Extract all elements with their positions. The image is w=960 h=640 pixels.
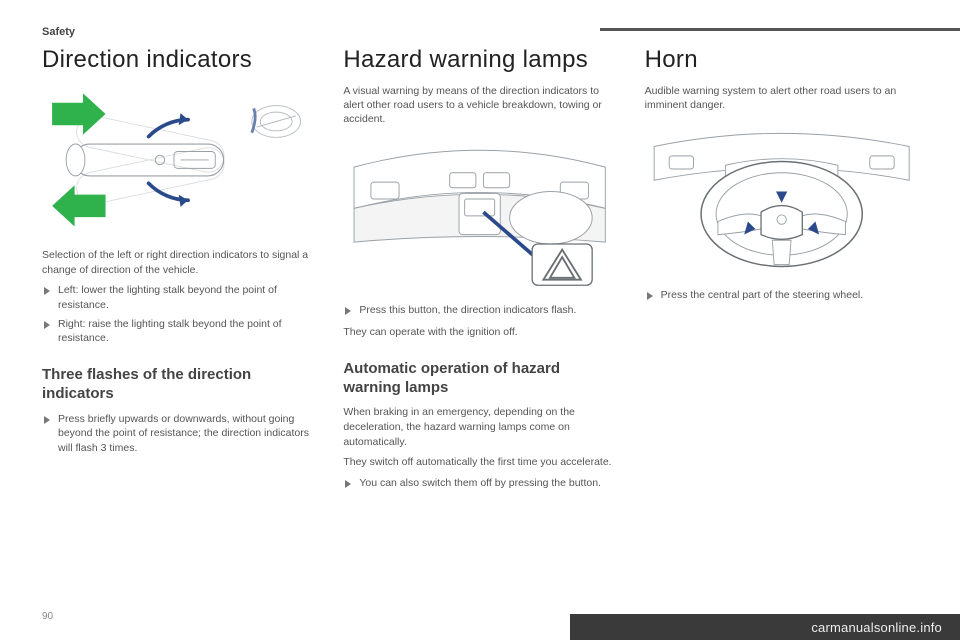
horn-bullets: Press the central part of the steering w… xyxy=(645,288,918,303)
direction-sub-bullet: Press briefly upwards or downwards, with… xyxy=(42,412,315,456)
hazard-button-icon xyxy=(532,244,592,285)
hazard-illustration xyxy=(343,139,616,289)
horn-intro: Audible warning system to alert other ro… xyxy=(645,84,918,112)
content-columns: Direction indicators xyxy=(42,46,918,499)
hazard-sub-bullet: You can also switch them off by pressing… xyxy=(343,476,616,491)
col-horn: Horn Audible warning system to alert oth… xyxy=(645,46,918,499)
horn-illustration xyxy=(645,124,918,274)
green-arrow-right-icon xyxy=(52,93,105,134)
hazard-title: Hazard warning lamps xyxy=(343,46,616,74)
direction-sub-title: Three flashes of the direction indicator… xyxy=(42,366,315,404)
watermark-text: carmanualsonline.info xyxy=(811,620,942,635)
hazard-sub-title: Automatic operation of hazard warning la… xyxy=(343,360,616,398)
hazard-body-after: They can operate with the ignition off. xyxy=(343,325,616,340)
green-arrow-left-icon xyxy=(52,185,105,226)
direction-title: Direction indicators xyxy=(42,46,315,74)
page-number: 90 xyxy=(42,611,53,622)
horn-title: Horn xyxy=(645,46,918,74)
hazard-bullet-press: Press this button, the direction indicat… xyxy=(343,303,616,318)
horn-bullet-press: Press the central part of the steering w… xyxy=(645,288,918,303)
hazard-sub-body2: They switch off automatically the first … xyxy=(343,455,616,470)
hazard-sub-bullets: You can also switch them off by pressing… xyxy=(343,476,616,491)
direction-sub-bullets: Press briefly upwards or downwards, with… xyxy=(42,412,315,456)
hazard-intro: A visual warning by means of the directi… xyxy=(343,84,616,127)
direction-intro: Selection of the left or right direction… xyxy=(42,248,315,277)
direction-bullet-right: Right: raise the lighting stalk beyond t… xyxy=(42,317,315,346)
hazard-sub-body: When braking in an emergency, depending … xyxy=(343,405,616,449)
watermark-bar: carmanualsonline.info xyxy=(570,614,960,640)
top-rule xyxy=(600,28,960,31)
hazard-bullets: Press this button, the direction indicat… xyxy=(343,303,616,318)
direction-bullets: Left: lower the lighting stalk beyond th… xyxy=(42,283,315,346)
direction-bullet-left: Left: lower the lighting stalk beyond th… xyxy=(42,283,315,312)
col-hazard: Hazard warning lamps A visual warning by… xyxy=(343,46,616,499)
direction-illustration xyxy=(42,84,315,234)
col-direction: Direction indicators xyxy=(42,46,315,499)
